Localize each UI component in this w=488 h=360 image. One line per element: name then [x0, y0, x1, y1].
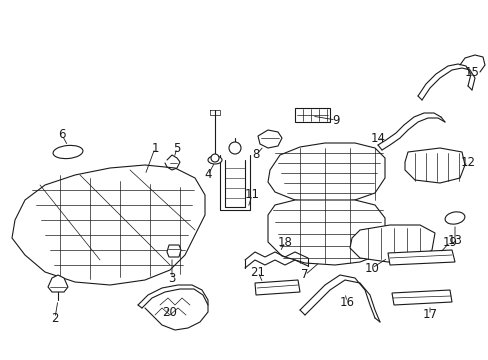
- Text: 12: 12: [460, 156, 474, 168]
- Text: 11: 11: [244, 189, 259, 202]
- Text: 10: 10: [364, 261, 379, 274]
- Polygon shape: [258, 130, 282, 148]
- Text: 9: 9: [331, 113, 339, 126]
- Text: 13: 13: [447, 234, 462, 247]
- Text: 17: 17: [422, 309, 437, 321]
- Polygon shape: [391, 290, 451, 305]
- Polygon shape: [167, 245, 181, 257]
- Text: 4: 4: [204, 168, 211, 181]
- Polygon shape: [387, 250, 454, 265]
- Polygon shape: [48, 275, 68, 292]
- Text: 19: 19: [442, 235, 457, 248]
- Text: 8: 8: [252, 148, 259, 162]
- Polygon shape: [404, 148, 464, 183]
- Polygon shape: [254, 280, 299, 295]
- Ellipse shape: [444, 212, 464, 224]
- Text: 2: 2: [51, 311, 59, 324]
- Text: 21: 21: [250, 266, 265, 279]
- Polygon shape: [294, 108, 329, 122]
- Text: 18: 18: [277, 235, 292, 248]
- Ellipse shape: [53, 145, 83, 159]
- Ellipse shape: [207, 156, 222, 164]
- Polygon shape: [267, 143, 384, 203]
- Text: 14: 14: [370, 131, 385, 144]
- Text: 20: 20: [162, 306, 177, 319]
- Text: 3: 3: [168, 271, 175, 284]
- Text: 7: 7: [301, 269, 308, 282]
- Polygon shape: [267, 200, 384, 265]
- Text: 16: 16: [339, 296, 354, 309]
- Polygon shape: [12, 165, 204, 285]
- Polygon shape: [349, 225, 434, 262]
- Text: 1: 1: [151, 141, 159, 154]
- Circle shape: [228, 142, 241, 154]
- Text: 5: 5: [173, 141, 181, 154]
- Circle shape: [210, 154, 219, 162]
- Text: 6: 6: [58, 129, 65, 141]
- Text: 15: 15: [464, 66, 478, 78]
